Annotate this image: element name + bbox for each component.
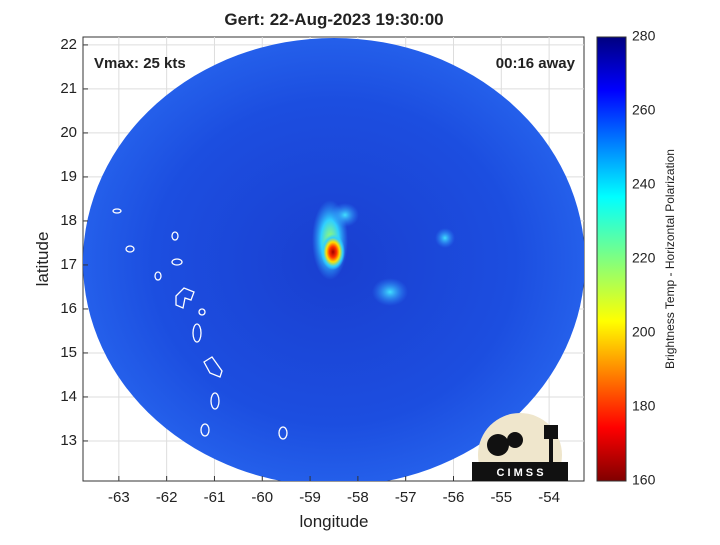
y-tick-label: 16 [60, 300, 77, 317]
y-tick-label: 18 [60, 212, 77, 229]
logo: C I M S S [472, 413, 568, 481]
x-axis-label: longitude [299, 512, 368, 531]
y-tick-label: 13 [60, 432, 77, 449]
colorbar-tick-label: 260 [632, 102, 656, 118]
y-tick-label: 14 [60, 388, 77, 405]
x-tick-label: -54 [538, 489, 560, 506]
x-tick-label: -55 [490, 489, 512, 506]
y-tick-label: 21 [60, 80, 77, 97]
colorbar-tick-label: 180 [632, 398, 656, 414]
colorbar-tick-label: 160 [632, 472, 656, 488]
x-tick-label: -57 [395, 489, 417, 506]
x-tick-label: -58 [347, 489, 369, 506]
x-tick-label: -60 [251, 489, 273, 506]
ticks: -63 -62 -61 -60 -59 -58 -57 -56 -55 -54 13 14 15 16 17… [60, 28, 655, 506]
colorbar-tick-label: 220 [632, 250, 656, 266]
x-tick-label: -56 [443, 489, 465, 506]
colorbar-tick-label: 280 [632, 28, 656, 44]
y-tick-label: 17 [60, 256, 77, 273]
imagery [83, 38, 584, 481]
x-tick-label: -63 [108, 489, 130, 506]
x-tick-label: -62 [156, 489, 178, 506]
colorbar-label: Brightness Temp - Horizontal Polarizatio… [663, 149, 677, 369]
y-tick-label: 15 [60, 344, 77, 361]
annotation: Vmax: 25 kts [94, 55, 186, 72]
x-tick-label: -59 [299, 489, 321, 506]
x-tick-label: -61 [204, 489, 226, 506]
y-tick-label: 19 [60, 168, 77, 185]
annotation: 00:16 away [496, 55, 576, 72]
colorbar-tick-label: 200 [632, 324, 656, 340]
chart-title: Gert: 22-Aug-2023 19:30:00 [224, 10, 443, 29]
y-tick-label: 20 [60, 124, 77, 141]
colorbar-tick-label: 240 [632, 176, 656, 192]
colorbar [596, 36, 627, 482]
y-tick-label: 22 [60, 36, 77, 53]
y-axis-label: latitude [33, 232, 52, 287]
logo-text: C I M S S [496, 467, 543, 479]
